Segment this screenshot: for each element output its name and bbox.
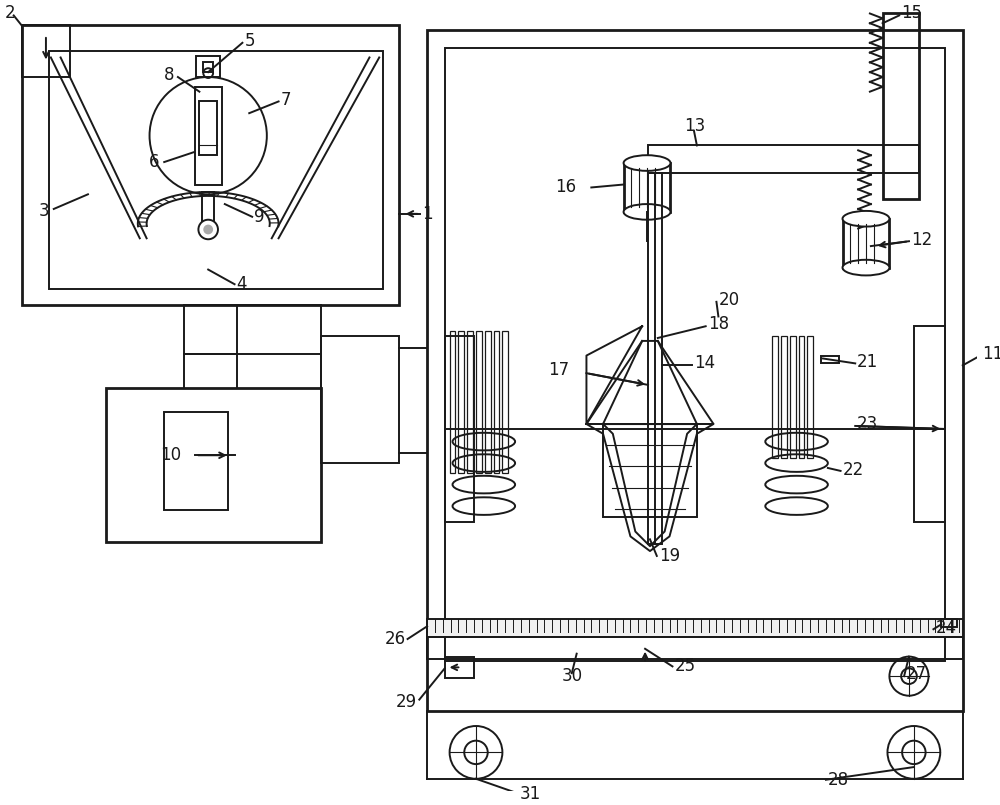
Bar — [195, 87, 222, 184]
Text: 10: 10 — [160, 446, 181, 464]
Bar — [648, 173, 662, 544]
Text: 27: 27 — [906, 665, 927, 683]
Text: 31: 31 — [520, 786, 541, 803]
Bar — [164, 412, 228, 510]
Text: 20: 20 — [718, 291, 740, 309]
Bar — [450, 331, 455, 473]
Text: 30: 30 — [562, 667, 583, 685]
Bar — [321, 336, 399, 463]
Bar — [883, 14, 919, 199]
Bar — [184, 305, 237, 353]
Bar — [843, 219, 889, 267]
Text: 15: 15 — [901, 5, 922, 23]
Ellipse shape — [624, 204, 670, 220]
Text: 4: 4 — [237, 275, 247, 293]
Bar — [458, 331, 464, 473]
Bar — [790, 336, 796, 458]
Bar — [427, 30, 963, 712]
Bar — [914, 326, 945, 522]
Bar — [821, 356, 839, 363]
Bar — [502, 331, 508, 473]
Bar — [485, 331, 491, 473]
Text: 5: 5 — [244, 32, 255, 50]
Text: 24: 24 — [935, 619, 956, 638]
Bar — [22, 25, 399, 305]
Circle shape — [198, 220, 218, 239]
Bar — [624, 163, 670, 212]
Bar — [494, 331, 499, 473]
Text: 17: 17 — [548, 361, 569, 379]
Bar — [203, 62, 213, 72]
Text: 19: 19 — [659, 547, 680, 565]
Bar — [467, 331, 473, 473]
Text: 16: 16 — [556, 179, 577, 196]
Bar — [476, 331, 482, 473]
Text: 28: 28 — [828, 770, 849, 789]
Text: 2: 2 — [5, 5, 16, 23]
Bar — [49, 51, 383, 289]
Text: 18: 18 — [708, 316, 729, 333]
Bar — [445, 657, 474, 678]
Bar — [941, 620, 957, 627]
Bar — [772, 336, 778, 458]
Text: 6: 6 — [149, 153, 159, 171]
Text: 21: 21 — [857, 353, 878, 371]
Bar — [445, 47, 945, 661]
Bar — [196, 56, 220, 77]
Bar — [22, 25, 70, 77]
Ellipse shape — [843, 260, 889, 275]
Bar — [427, 620, 963, 637]
Text: 8: 8 — [164, 66, 175, 84]
Text: 23: 23 — [857, 415, 878, 433]
Text: 22: 22 — [843, 461, 864, 479]
Bar — [106, 388, 321, 543]
Text: 9: 9 — [254, 208, 265, 225]
Bar — [807, 336, 813, 458]
Text: 13: 13 — [684, 117, 705, 135]
Text: 14: 14 — [694, 354, 715, 373]
Bar — [648, 146, 919, 173]
Text: 3: 3 — [39, 202, 50, 220]
Ellipse shape — [843, 211, 889, 226]
Text: 25: 25 — [674, 658, 696, 675]
Bar — [799, 336, 804, 458]
Bar — [445, 336, 474, 522]
Bar — [199, 101, 217, 155]
Bar — [202, 192, 214, 224]
Text: 12: 12 — [911, 231, 932, 250]
Text: 11: 11 — [982, 345, 1000, 362]
Text: 1: 1 — [422, 204, 433, 223]
Text: 26: 26 — [384, 630, 406, 648]
Circle shape — [204, 225, 212, 233]
Bar — [781, 336, 787, 458]
Text: 7: 7 — [281, 92, 291, 109]
Bar — [427, 637, 963, 658]
Text: 29: 29 — [396, 692, 417, 711]
Ellipse shape — [624, 155, 670, 171]
